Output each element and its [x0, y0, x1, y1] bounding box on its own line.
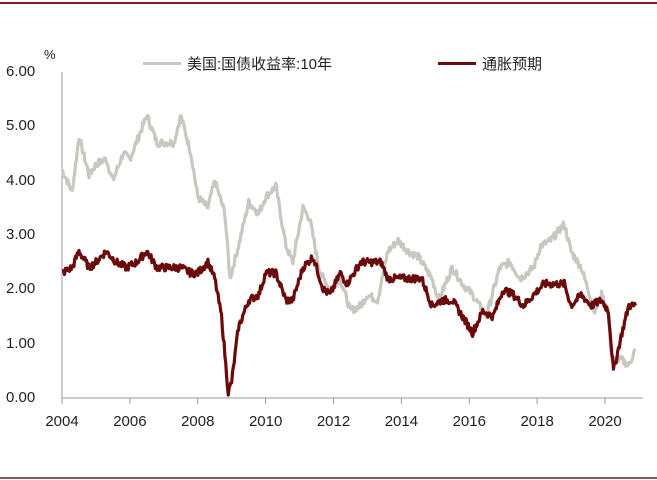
- y-tick-label: 0.00: [6, 389, 36, 406]
- legend-label-inflation: 通胀预期: [482, 56, 543, 73]
- x-tick-label: 2018: [520, 413, 554, 430]
- legend-item-inflation-expectation: 通胀预期: [438, 53, 542, 74]
- y-tick-label: 1.00: [6, 334, 36, 352]
- y-tick-label: 5.00: [6, 117, 36, 135]
- x-tick-label: 2020: [588, 413, 622, 430]
- legend-item-treasury-10y: 美国:国债收益率:10年: [143, 53, 332, 74]
- legend-swatch-inflation: [438, 62, 476, 65]
- legend-swatch-treasury: [143, 62, 181, 65]
- x-tick-label: 2006: [113, 413, 147, 430]
- y-tick-label: 3.00: [6, 226, 36, 243]
- x-tick-label: 2010: [248, 413, 283, 430]
- x-tick-label: 2008: [181, 413, 215, 430]
- x-tick-label: 2012: [316, 413, 351, 430]
- legend-label-treasury: 美国:国债收益率:10年: [187, 56, 333, 73]
- x-tick-label: 2014: [384, 413, 419, 430]
- y-tick-label: 4.00: [6, 171, 36, 189]
- y-tick-label: 2.00: [6, 280, 36, 298]
- top-rule: [0, 2, 657, 4]
- x-axis-ticks: [61, 398, 606, 404]
- x-tick-label: 2004: [45, 413, 79, 430]
- bottom-rule: [0, 477, 657, 479]
- series-layer: [60, 113, 638, 397]
- x-tick-label: 2016: [452, 413, 486, 430]
- series-line-inflation-expectation: [61, 248, 638, 397]
- y-tick-label: 6.00: [6, 63, 36, 80]
- series-line-treasury-10y: [60, 113, 637, 368]
- plot-area: [60, 72, 643, 404]
- y-axis-unit: %: [44, 47, 56, 62]
